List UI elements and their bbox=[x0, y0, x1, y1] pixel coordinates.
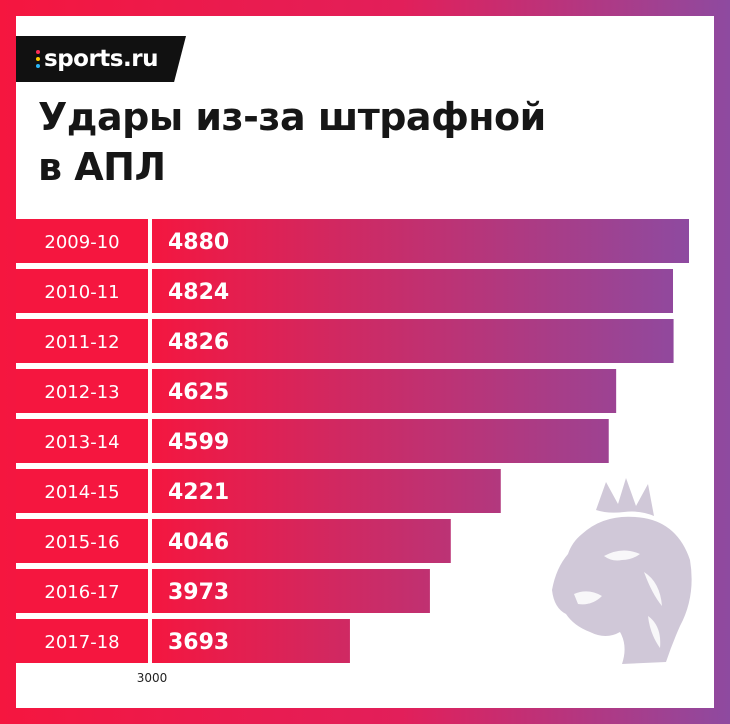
value-label: 3693 bbox=[168, 630, 229, 655]
season-label-box bbox=[16, 419, 148, 463]
value-label: 4826 bbox=[168, 330, 229, 355]
season-label-box bbox=[16, 469, 148, 513]
season-label: 2012-13 bbox=[44, 382, 119, 403]
season-label-box bbox=[16, 319, 148, 363]
season-label: 2016-17 bbox=[44, 582, 119, 603]
season-label: 2014-15 bbox=[44, 482, 119, 503]
bar bbox=[152, 219, 689, 263]
sports-ru-logo: sports.ru bbox=[16, 36, 186, 82]
x-tick-label: 3000 bbox=[137, 671, 168, 685]
bar bbox=[152, 269, 674, 313]
value-label: 3973 bbox=[168, 580, 229, 605]
bar bbox=[152, 569, 430, 613]
season-label-box bbox=[16, 269, 148, 313]
season-label-box bbox=[16, 219, 148, 263]
bar-chart: 2009-10 4880 2010-11 4824 2011-12 4826 2012-13… bbox=[16, 219, 689, 685]
season-label: 2017-18 bbox=[44, 632, 119, 653]
logo-dot bbox=[36, 57, 40, 61]
value-label: 4625 bbox=[168, 380, 229, 405]
infographic-card: sports.ru Удары из-за штрафной в АПЛ 200… bbox=[16, 16, 714, 708]
value-label: 4880 bbox=[168, 230, 229, 255]
logo-dot bbox=[36, 50, 40, 54]
bar bbox=[152, 469, 501, 513]
value-label: 4599 bbox=[168, 430, 229, 455]
value-label: 4046 bbox=[168, 530, 229, 555]
premier-league-lion-icon bbox=[552, 478, 692, 664]
value-label: 4221 bbox=[168, 480, 229, 505]
season-label: 2010-11 bbox=[44, 282, 119, 303]
season-label-box bbox=[16, 369, 148, 413]
logo-dots-icon bbox=[36, 50, 40, 68]
season-label-box bbox=[16, 619, 148, 663]
season-label: 2013-14 bbox=[44, 432, 119, 453]
bar bbox=[152, 369, 617, 413]
season-label-box bbox=[16, 519, 148, 563]
season-label: 2011-12 bbox=[44, 332, 119, 353]
bar bbox=[152, 319, 674, 363]
bar bbox=[152, 519, 451, 563]
season-label: 2015-16 bbox=[44, 532, 119, 553]
logo-text: sports.ru bbox=[44, 46, 158, 72]
season-label-box bbox=[16, 569, 148, 613]
chart-title: Удары из-за штрафной в АПЛ bbox=[38, 95, 546, 189]
bar bbox=[152, 419, 609, 463]
logo-dot bbox=[36, 64, 40, 68]
bar bbox=[152, 619, 350, 663]
season-label: 2009-10 bbox=[44, 232, 119, 253]
value-label: 4824 bbox=[168, 280, 229, 305]
